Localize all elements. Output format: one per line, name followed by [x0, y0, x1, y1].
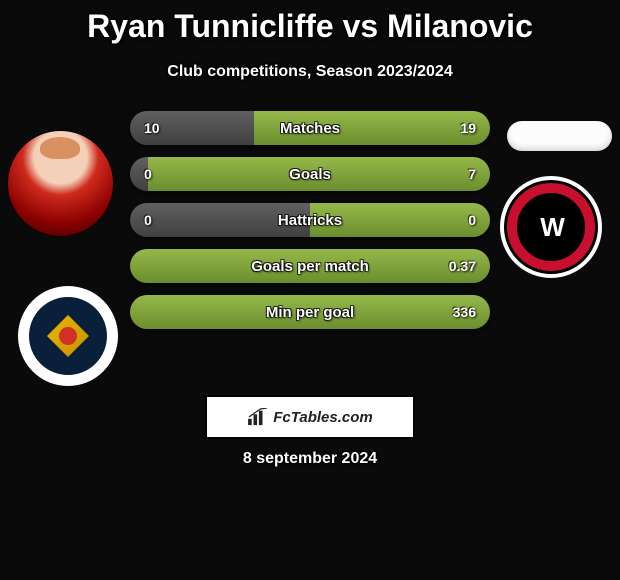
club-right-monogram-icon: W [540, 212, 562, 243]
stat-row: Goals0 7 [130, 157, 490, 191]
stat-row: Min per goal336 [130, 295, 490, 329]
subtitle: Club competitions, Season 2023/2024 [0, 63, 620, 81]
stat-label: Hattricks [130, 203, 490, 237]
club-left-badge [18, 286, 118, 386]
stat-row: Goals per match0.37 [130, 249, 490, 283]
source-badge: FcTables.com [205, 395, 415, 439]
player-right-avatar [507, 121, 612, 151]
stat-value-right: 336 [453, 295, 476, 329]
stat-value-right: 19 [460, 111, 476, 145]
footer-date: 8 september 2024 [0, 450, 620, 468]
player-left-avatar [8, 131, 113, 236]
stat-value-right: 7 [468, 157, 476, 191]
comparison-card: Ryan Tunnicliffe vs Milanovic Club compe… [0, 0, 620, 411]
stat-value-right: 0 [468, 203, 476, 237]
stat-value-left: 0 [144, 203, 152, 237]
club-left-ball-icon [59, 327, 77, 345]
stat-value-right: 0.37 [449, 249, 476, 283]
stat-row: Hattricks0 0 [130, 203, 490, 237]
stat-value-left: 10 [144, 111, 160, 145]
stat-label: Matches [130, 111, 490, 145]
content-area: W Matches1019Goals07Hattricks00Goals per… [0, 111, 620, 411]
chart-icon [247, 408, 269, 426]
stat-value-left: 0 [144, 157, 152, 191]
club-right-ring-icon: W [507, 183, 595, 271]
stat-row: Matches10 19 [130, 111, 490, 145]
club-left-badge-inner [29, 297, 107, 375]
stats-column: Matches1019Goals07Hattricks00Goals per m… [130, 111, 490, 341]
page-title: Ryan Tunnicliffe vs Milanovic [0, 8, 620, 45]
source-text: FcTables.com [273, 409, 372, 426]
club-left-diamond-icon [47, 315, 89, 357]
stat-label: Min per goal [130, 295, 490, 329]
club-right-badge: W [500, 176, 602, 278]
stat-label: Goals [130, 157, 490, 191]
stat-label: Goals per match [130, 249, 490, 283]
